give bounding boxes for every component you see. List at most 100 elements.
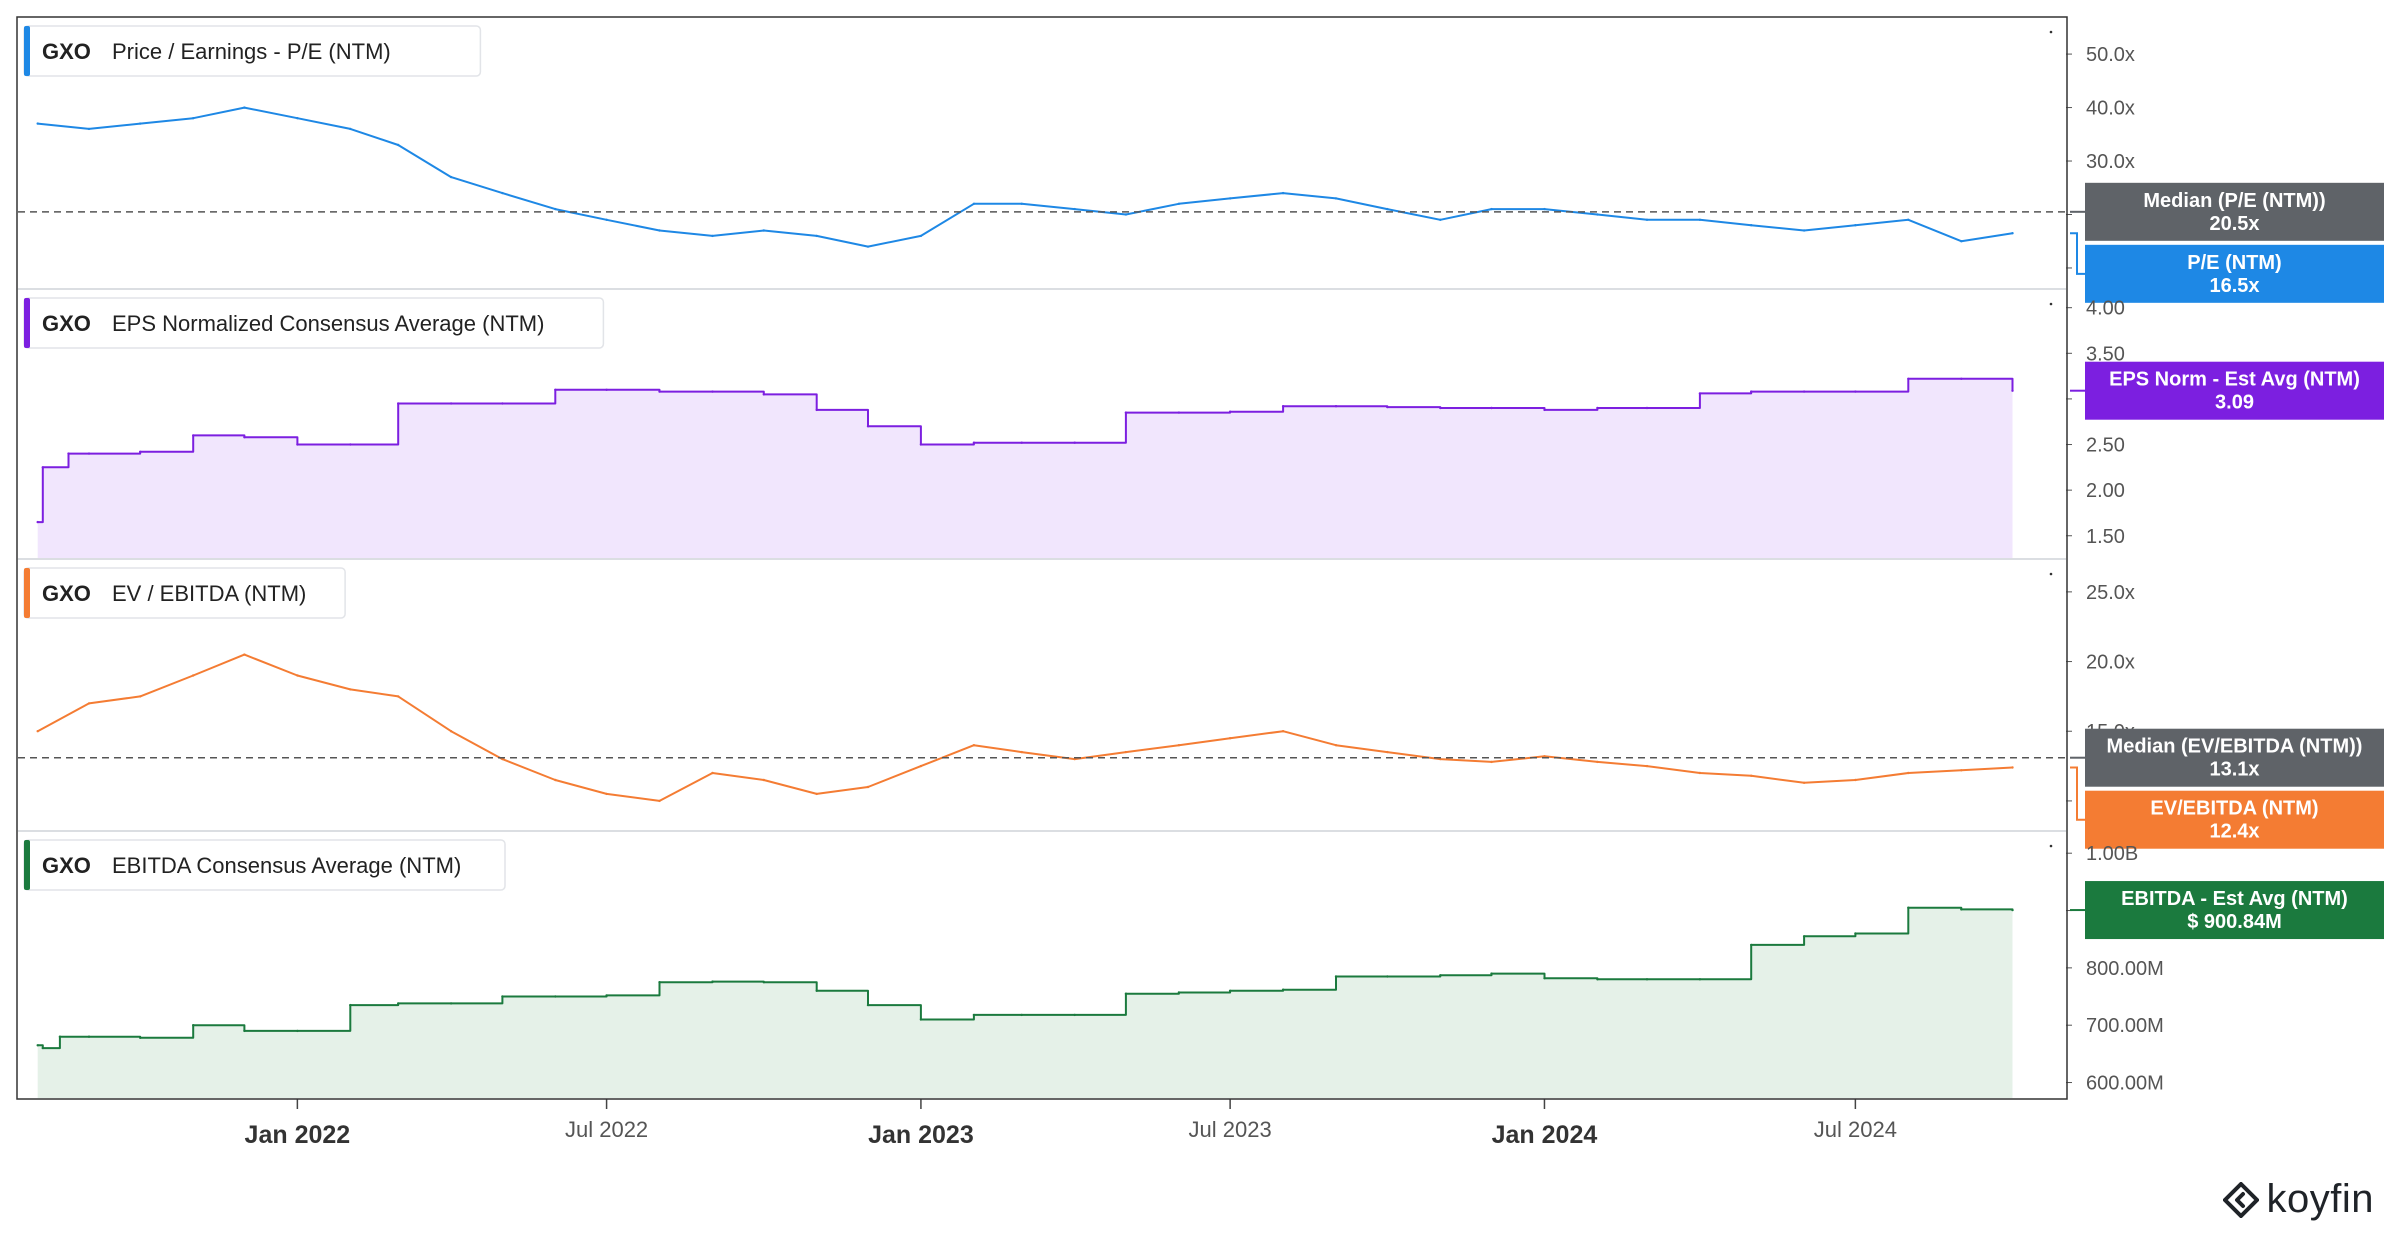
data-point[interactable]: [243, 1029, 246, 1033]
data-point[interactable]: [1698, 771, 1702, 775]
data-point[interactable]: [1490, 207, 1493, 211]
data-point[interactable]: [139, 695, 142, 698]
data-point[interactable]: [449, 1002, 453, 1005]
data-point[interactable]: [87, 452, 91, 455]
data-point[interactable]: [1907, 906, 1910, 909]
data-point[interactable]: [1960, 377, 1963, 380]
data-point[interactable]: [1750, 224, 1753, 227]
data-point[interactable]: [397, 1002, 400, 1005]
data-point[interactable]: [2011, 766, 2014, 769]
data-point[interactable]: [296, 674, 299, 677]
data-point[interactable]: [139, 122, 142, 125]
data-point[interactable]: [1124, 411, 1128, 414]
data-point[interactable]: [1854, 932, 1857, 935]
data-point[interactable]: [1543, 408, 1546, 412]
data-point[interactable]: [397, 402, 400, 405]
data-point[interactable]: [1073, 1013, 1076, 1017]
brand-logo[interactable]: koyfin: [2222, 1177, 2375, 1222]
data-point[interactable]: [36, 520, 39, 524]
data-point[interactable]: [1124, 213, 1128, 216]
data-point[interactable]: [41, 466, 44, 469]
data-point[interactable]: [658, 799, 661, 803]
data-point[interactable]: [762, 229, 765, 232]
data-point[interactable]: [1750, 774, 1753, 777]
data-point[interactable]: [1177, 991, 1181, 994]
data-point[interactable]: [866, 425, 870, 428]
data-point[interactable]: [1281, 988, 1285, 991]
data-point[interactable]: [1386, 405, 1389, 409]
data-point[interactable]: [1334, 405, 1338, 408]
data-point[interactable]: [866, 1003, 870, 1007]
data-point[interactable]: [1698, 218, 1702, 221]
data-point[interactable]: [1439, 974, 1442, 977]
data-point[interactable]: [762, 981, 765, 984]
data-point[interactable]: [711, 980, 714, 983]
data-point[interactable]: [1124, 992, 1128, 995]
data-point[interactable]: [1020, 750, 1023, 754]
legend-box[interactable]: GXO EPS Normalized Consensus Average (NTM…: [23, 297, 605, 349]
data-point[interactable]: [87, 702, 91, 705]
data-point[interactable]: [449, 730, 453, 733]
data-point[interactable]: [1386, 750, 1389, 754]
data-point[interactable]: [501, 995, 504, 998]
data-point[interactable]: [1750, 390, 1753, 393]
data-point[interactable]: [2011, 908, 2014, 912]
data-point[interactable]: [1228, 737, 1232, 740]
data-point[interactable]: [1698, 392, 1702, 395]
data-point[interactable]: [192, 434, 195, 437]
legend-box[interactable]: GXO Price / Earnings - P/E (NTM): [23, 25, 482, 77]
data-point[interactable]: [658, 229, 661, 232]
data-point[interactable]: [919, 1018, 923, 1021]
data-point[interactable]: [1596, 978, 1599, 981]
data-point[interactable]: [67, 452, 70, 455]
data-point[interactable]: [1490, 760, 1493, 764]
data-point[interactable]: [1281, 405, 1285, 408]
data-point[interactable]: [1960, 908, 1963, 911]
data-point[interactable]: [919, 764, 923, 768]
value-badge[interactable]: EV/EBITDA (NTM)12.4x: [2070, 766, 2384, 849]
data-point[interactable]: [1281, 191, 1285, 195]
data-point[interactable]: [1645, 406, 1649, 410]
data-point[interactable]: [1334, 197, 1338, 200]
data-point[interactable]: [1698, 978, 1702, 981]
data-point[interactable]: [711, 234, 714, 238]
data-point[interactable]: [192, 1023, 195, 1027]
data-point[interactable]: [1020, 441, 1023, 444]
data-point[interactable]: [1802, 390, 1806, 393]
data-point[interactable]: [501, 191, 504, 195]
series-line[interactable]: [37, 106, 2013, 248]
data-point[interactable]: [349, 127, 352, 131]
data-point[interactable]: [1073, 757, 1076, 761]
data-point[interactable]: [2011, 232, 2014, 235]
data-point[interactable]: [1124, 750, 1128, 754]
series-line[interactable]: [37, 653, 2013, 802]
data-point[interactable]: [139, 1036, 142, 1040]
data-point[interactable]: [1596, 760, 1599, 764]
data-point[interactable]: [349, 688, 352, 691]
data-point[interactable]: [605, 994, 608, 997]
value-badge[interactable]: EPS Norm - Est Avg (NTM)3.09: [2070, 361, 2384, 420]
data-point[interactable]: [815, 792, 818, 796]
value-badge[interactable]: P/E (NTM)16.5x: [2070, 232, 2384, 303]
data-point[interactable]: [1073, 441, 1076, 444]
data-point[interactable]: [1020, 1013, 1023, 1017]
data-point[interactable]: [1281, 730, 1285, 733]
value-badge[interactable]: Median (P/E (NTM))20.5x: [2070, 182, 2384, 241]
data-point[interactable]: [349, 443, 352, 446]
data-point[interactable]: [296, 117, 299, 120]
data-point[interactable]: [1907, 771, 1910, 775]
data-point[interactable]: [243, 436, 246, 439]
data-point[interactable]: [1907, 377, 1910, 380]
data-point[interactable]: [397, 143, 400, 147]
data-point[interactable]: [1596, 406, 1599, 410]
data-point[interactable]: [1439, 757, 1442, 761]
data-point[interactable]: [501, 402, 504, 405]
data-point[interactable]: [243, 106, 246, 109]
data-point[interactable]: [1177, 744, 1181, 747]
data-point[interactable]: [192, 674, 195, 677]
data-point[interactable]: [349, 1003, 352, 1007]
value-badge[interactable]: EBITDA - Est Avg (NTM)$ 900.84M: [2070, 881, 2384, 940]
data-point[interactable]: [1228, 989, 1232, 992]
data-point[interactable]: [1907, 218, 1910, 221]
data-point[interactable]: [972, 1013, 976, 1017]
